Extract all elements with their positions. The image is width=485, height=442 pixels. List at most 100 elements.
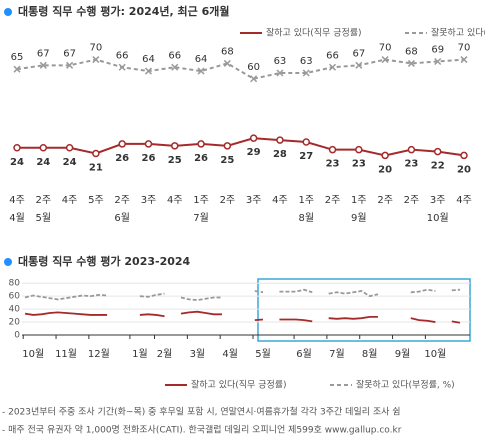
x-tick-label: 8월 bbox=[362, 348, 378, 360]
y-tick-label: 40 bbox=[9, 305, 21, 315]
x-tick-label: 4주 bbox=[167, 195, 183, 206]
y-tick-label: 0 bbox=[14, 331, 20, 341]
x-group-label: 7월 bbox=[193, 212, 209, 224]
x-tick-label: 2주 bbox=[325, 195, 341, 206]
point bbox=[355, 61, 363, 69]
data-label: 23 bbox=[404, 159, 418, 170]
x-group-label: 8월 bbox=[298, 212, 314, 224]
data-label: 23 bbox=[326, 159, 340, 170]
x-tick-label: 4주 bbox=[62, 195, 78, 206]
point bbox=[381, 56, 389, 64]
data-label: 67 bbox=[37, 48, 50, 59]
data-label: 65 bbox=[11, 52, 24, 63]
x-tick-label: 4주 bbox=[272, 195, 288, 206]
data-label: 64 bbox=[195, 54, 208, 65]
data-label: 68 bbox=[221, 46, 234, 57]
x-tick-label: 1주 bbox=[298, 195, 314, 206]
legend-label: 잘못하고 있다(부정률, %) bbox=[356, 379, 455, 391]
data-label: 24 bbox=[63, 157, 77, 168]
point bbox=[66, 61, 74, 69]
point bbox=[39, 144, 48, 152]
data-label: 24 bbox=[36, 157, 50, 168]
x-tick-label: 3월 bbox=[190, 348, 206, 360]
point bbox=[249, 134, 258, 142]
x-group-label: 10월 bbox=[427, 212, 449, 224]
x-tick-label: 1월 bbox=[132, 348, 148, 360]
legend-label: 잘못하고 있다(부정률, %) bbox=[431, 27, 485, 39]
point bbox=[118, 140, 126, 148]
x-tick-label: 2주 bbox=[220, 195, 236, 206]
data-label: 24 bbox=[10, 157, 24, 168]
data-label: 63 bbox=[274, 56, 287, 67]
x-tick-label: 3주 bbox=[246, 195, 262, 206]
x-tick-label: 10월 bbox=[424, 348, 446, 360]
x-tick-label: 2주 bbox=[404, 195, 420, 206]
x-tick-label: 2주 bbox=[36, 195, 52, 206]
chart-title: 대통령 직무 수행 평가: 2024년, 최근 6개월 bbox=[18, 4, 230, 18]
data-label: 63 bbox=[300, 56, 313, 67]
data-label: 25 bbox=[220, 155, 234, 166]
point bbox=[302, 138, 310, 146]
x-group-label: 4월 bbox=[9, 212, 25, 224]
point bbox=[250, 75, 258, 83]
x-tick-label: 2월 bbox=[157, 348, 173, 360]
data-label: 66 bbox=[116, 50, 129, 61]
x-tick-label: 1주 bbox=[351, 195, 367, 206]
x-tick-label: 2주 bbox=[377, 195, 393, 206]
x-tick-label: 7월 bbox=[329, 348, 345, 360]
title-dot bbox=[4, 8, 12, 16]
x-tick-label: 4주 bbox=[9, 195, 25, 206]
point bbox=[13, 144, 21, 152]
data-label: 64 bbox=[142, 54, 155, 65]
chart-title: 대통령 직무 수행 평가 2023-2024 bbox=[18, 254, 191, 268]
point bbox=[407, 145, 416, 154]
data-label: 26 bbox=[142, 153, 156, 164]
data-label: 27 bbox=[299, 151, 313, 162]
data-label: 21 bbox=[89, 163, 103, 174]
title-dot bbox=[4, 258, 12, 266]
highlight-box bbox=[257, 278, 471, 342]
point bbox=[65, 144, 74, 152]
footnote: - 매주 전국 유권자 약 1,000명 전화조사(CATI). 한국갤럽 데일… bbox=[2, 424, 402, 436]
series-line bbox=[16, 58, 465, 80]
x-tick-label: 5월 bbox=[255, 348, 271, 360]
x-tick-label: 4월 bbox=[222, 348, 238, 360]
x-tick-label: 1주 bbox=[193, 195, 209, 206]
point bbox=[118, 63, 126, 71]
x-tick-label: 4주 bbox=[456, 195, 472, 206]
point bbox=[144, 140, 153, 148]
data-label: 20 bbox=[378, 164, 392, 175]
data-label: 22 bbox=[431, 161, 445, 172]
x-tick-label: 9월 bbox=[395, 348, 411, 360]
point bbox=[460, 151, 468, 160]
data-label: 67 bbox=[352, 48, 365, 59]
data-label: 25 bbox=[168, 155, 182, 166]
point bbox=[433, 147, 442, 156]
point bbox=[13, 65, 21, 73]
point bbox=[460, 56, 468, 64]
series-line bbox=[24, 288, 461, 301]
data-label: 20 bbox=[457, 164, 471, 175]
point bbox=[355, 145, 363, 154]
point bbox=[197, 140, 205, 148]
data-label: 68 bbox=[405, 46, 418, 57]
data-label: 26 bbox=[194, 153, 208, 164]
point bbox=[92, 56, 100, 64]
x-tick-label: 12월 bbox=[88, 348, 110, 360]
data-label: 28 bbox=[273, 149, 287, 160]
data-label: 69 bbox=[431, 45, 444, 56]
x-tick-label: 3주 bbox=[141, 195, 157, 206]
point bbox=[276, 136, 284, 144]
point bbox=[328, 145, 337, 154]
x-tick-label: 11월 bbox=[55, 348, 77, 360]
point bbox=[407, 59, 415, 67]
data-label: 60 bbox=[247, 62, 260, 73]
point bbox=[144, 67, 153, 75]
series-line bbox=[17, 137, 465, 157]
point bbox=[223, 142, 232, 150]
x-tick-label: 3주 bbox=[430, 195, 446, 206]
x-tick-label: 2주 bbox=[114, 195, 130, 206]
x-tick-label: 5주 bbox=[88, 195, 104, 206]
point bbox=[328, 63, 337, 71]
point bbox=[171, 142, 179, 150]
